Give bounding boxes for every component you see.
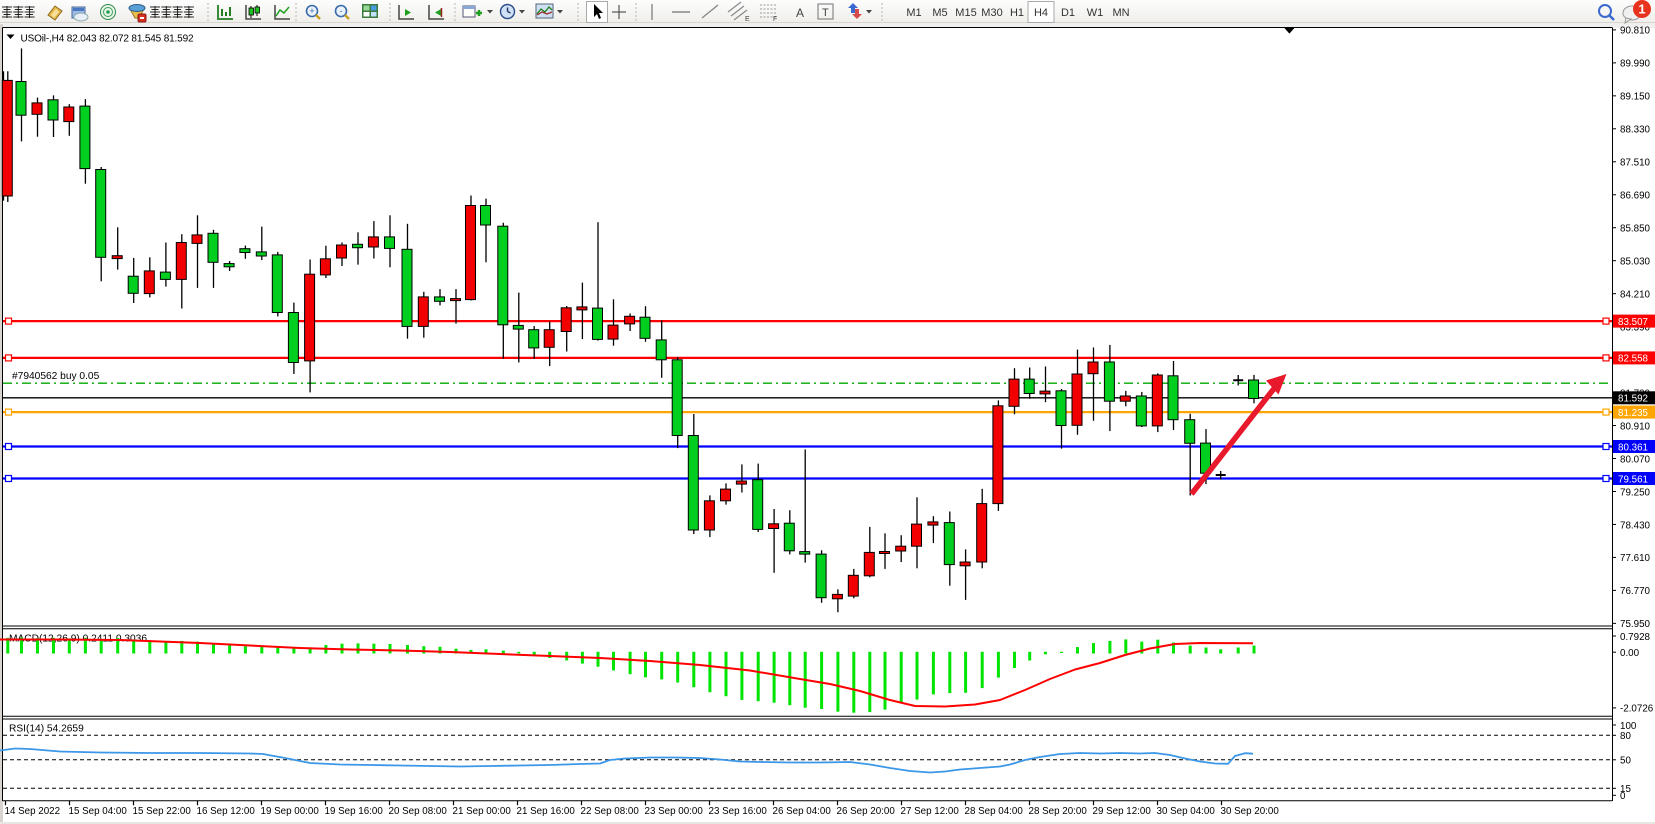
svg-text:26 Sep 20:00: 26 Sep 20:00 [837, 806, 896, 817]
svg-text:100: 100 [1620, 721, 1637, 732]
svg-text:80.070: 80.070 [1620, 454, 1651, 465]
svg-text:78.430: 78.430 [1620, 520, 1651, 531]
svg-text:30 Sep 04:00: 30 Sep 04:00 [1157, 806, 1216, 817]
svg-text:79.561: 79.561 [1618, 474, 1648, 485]
svg-text:89.150: 89.150 [1620, 92, 1651, 103]
svg-text:16 Sep 12:00: 16 Sep 12:00 [197, 806, 256, 817]
svg-text:0.00: 0.00 [1620, 648, 1640, 659]
svg-text:26 Sep 04:00: 26 Sep 04:00 [773, 806, 832, 817]
svg-text:14 Sep 2022: 14 Sep 2022 [5, 806, 61, 817]
svg-text:19 Sep 16:00: 19 Sep 16:00 [325, 806, 384, 817]
svg-text:85.850: 85.850 [1620, 224, 1651, 235]
svg-text:15 Sep 04:00: 15 Sep 04:00 [69, 806, 128, 817]
svg-text:80: 80 [1620, 731, 1631, 742]
svg-text:88.330: 88.330 [1620, 125, 1651, 136]
svg-text:E: E [745, 16, 750, 23]
svg-text:81.235: 81.235 [1618, 408, 1649, 419]
svg-text:D1: D1 [1061, 7, 1075, 19]
svg-text:28 Sep 04:00: 28 Sep 04:00 [965, 806, 1024, 817]
svg-text:23 Sep 00:00: 23 Sep 00:00 [645, 806, 704, 817]
svg-text:28 Sep 20:00: 28 Sep 20:00 [1029, 806, 1088, 817]
svg-text:MN: MN [1112, 7, 1129, 19]
svg-text:87.510: 87.510 [1620, 158, 1651, 169]
svg-text:M30: M30 [981, 7, 1002, 19]
svg-text:20 Sep 08:00: 20 Sep 08:00 [389, 806, 448, 817]
svg-text:-: - [340, 6, 343, 16]
svg-text:29 Sep 12:00: 29 Sep 12:00 [1093, 806, 1152, 817]
svg-text:M1: M1 [906, 7, 921, 19]
svg-text:T: T [822, 7, 829, 19]
svg-text:79.250: 79.250 [1620, 487, 1651, 498]
svg-text:0.7928: 0.7928 [1620, 632, 1651, 643]
svg-text:M15: M15 [955, 7, 976, 19]
svg-text:90.810: 90.810 [1620, 26, 1651, 37]
svg-text:50: 50 [1620, 756, 1631, 767]
svg-text:1: 1 [1638, 2, 1645, 17]
svg-text:86.690: 86.690 [1620, 191, 1651, 202]
svg-text:H4: H4 [1034, 7, 1048, 19]
svg-text:#7940562 buy 0.05: #7940562 buy 0.05 [12, 371, 100, 382]
svg-text:21 Sep 00:00: 21 Sep 00:00 [453, 806, 512, 817]
svg-text:77.610: 77.610 [1620, 553, 1651, 564]
svg-text:89.990: 89.990 [1620, 59, 1651, 70]
svg-text:80.361: 80.361 [1618, 442, 1648, 453]
svg-text:85.030: 85.030 [1620, 256, 1651, 267]
svg-text:USOil-,H4 82.043 82.072 81.54: USOil-,H4 82.043 82.072 81.545 81.592 [21, 34, 195, 45]
svg-text:83.390: 83.390 [1620, 322, 1651, 333]
svg-text:19 Sep 00:00: 19 Sep 00:00 [261, 806, 320, 817]
svg-text:15: 15 [1620, 784, 1631, 795]
svg-text:82.558: 82.558 [1618, 354, 1649, 365]
svg-text:23 Sep 16:00: 23 Sep 16:00 [709, 806, 768, 817]
svg-text:15 Sep 22:00: 15 Sep 22:00 [133, 806, 192, 817]
svg-text:F: F [773, 16, 777, 23]
svg-text:W1: W1 [1087, 7, 1104, 19]
svg-text:22 Sep 08:00: 22 Sep 08:00 [581, 806, 640, 817]
svg-text:M5: M5 [932, 7, 947, 19]
svg-text:21 Sep 16:00: 21 Sep 16:00 [517, 806, 576, 817]
svg-text:H1: H1 [1010, 7, 1024, 19]
svg-text:A: A [796, 6, 804, 20]
svg-text:30 Sep 20:00: 30 Sep 20:00 [1221, 806, 1280, 817]
svg-text:27 Sep 12:00: 27 Sep 12:00 [901, 806, 960, 817]
svg-text:76.770: 76.770 [1620, 586, 1651, 597]
svg-text:83.507: 83.507 [1618, 317, 1648, 328]
svg-text:0: 0 [1620, 791, 1626, 802]
svg-text:75.950: 75.950 [1620, 619, 1651, 630]
svg-text:84.210: 84.210 [1620, 289, 1651, 300]
svg-text:81.592: 81.592 [1618, 394, 1648, 405]
svg-text:RSI(14) 54.2659: RSI(14) 54.2659 [9, 724, 84, 735]
svg-text:+: + [309, 6, 314, 16]
svg-text:80.910: 80.910 [1620, 421, 1651, 432]
svg-text:-2.0726: -2.0726 [1620, 704, 1654, 715]
